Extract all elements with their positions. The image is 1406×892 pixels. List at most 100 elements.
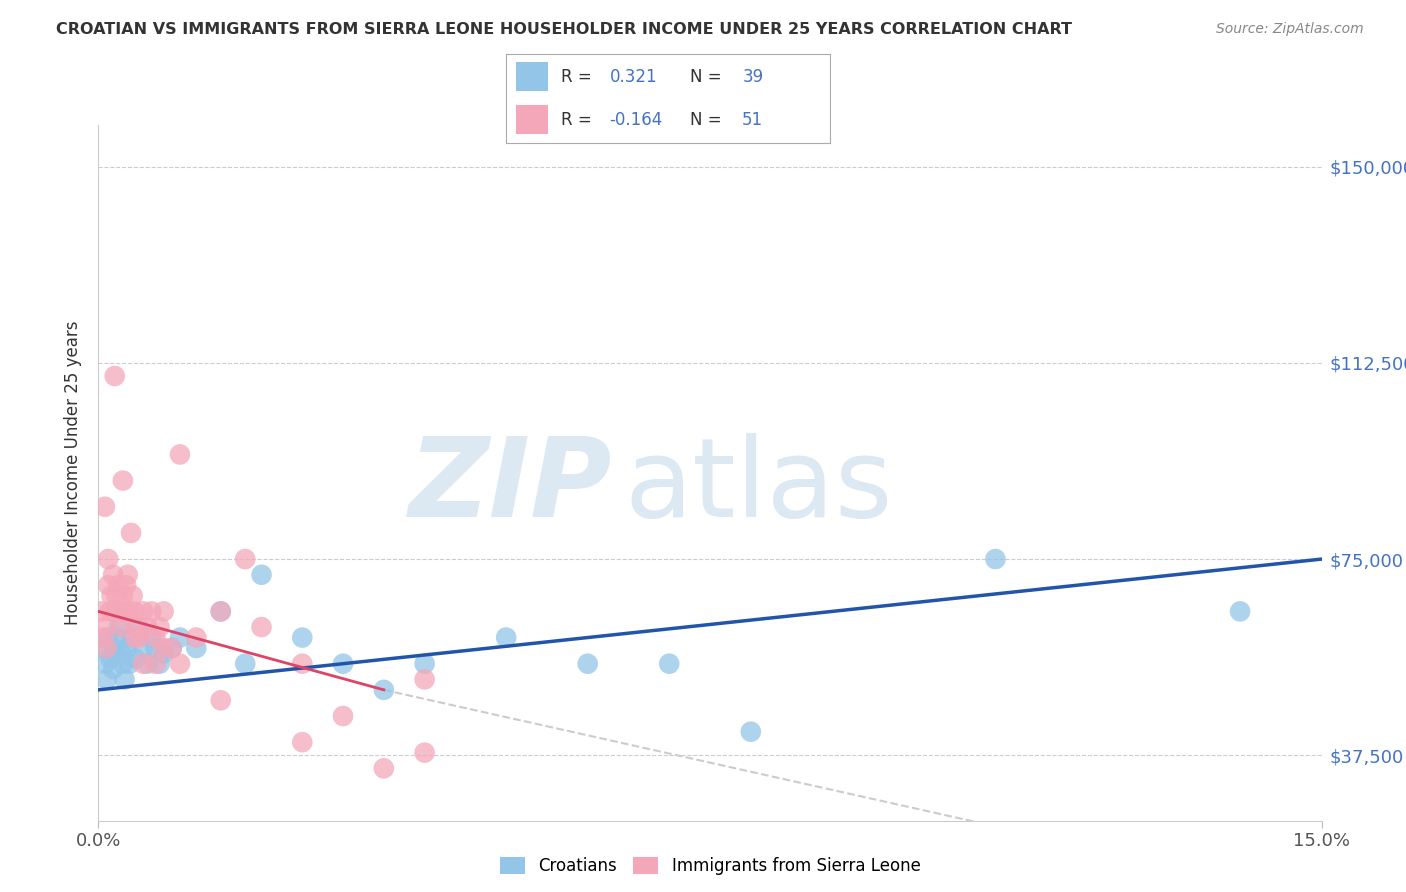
Bar	[516, 105, 548, 134]
Point	[108, 604, 131, 618]
Y-axis label: Householder Income Under 25 years: Householder Income Under 25 years	[65, 320, 83, 625]
Point	[105, 631, 128, 645]
Point	[111, 474, 134, 488]
Point	[132, 657, 155, 671]
Text: Source: ZipAtlas.com: Source: ZipAtlas.com	[1216, 22, 1364, 37]
Point	[136, 620, 159, 634]
Point	[136, 657, 159, 671]
Point	[209, 693, 232, 707]
Point	[91, 640, 114, 655]
Point	[233, 552, 256, 566]
Point	[145, 657, 167, 671]
Point	[111, 589, 134, 603]
Point	[104, 369, 127, 384]
Point	[209, 604, 232, 618]
Point	[740, 724, 762, 739]
Point	[97, 578, 120, 592]
Point	[107, 578, 129, 592]
Point	[108, 620, 131, 634]
Point	[98, 604, 121, 618]
Point	[97, 552, 120, 566]
Point	[114, 673, 136, 687]
Point	[115, 640, 138, 655]
Point	[332, 709, 354, 723]
Point	[118, 604, 141, 618]
Point	[169, 631, 191, 645]
Point	[152, 646, 174, 660]
Point	[495, 631, 517, 645]
Point	[233, 657, 256, 671]
Point	[291, 657, 314, 671]
Point	[984, 552, 1007, 566]
Point	[132, 640, 155, 655]
Point	[291, 631, 314, 645]
Point	[115, 578, 138, 592]
Point	[141, 604, 163, 618]
Point	[332, 657, 354, 671]
Point	[186, 631, 208, 645]
Point	[124, 651, 146, 665]
Text: 51: 51	[742, 111, 763, 128]
Point	[1229, 604, 1251, 618]
Text: CROATIAN VS IMMIGRANTS FROM SIERRA LEONE HOUSEHOLDER INCOME UNDER 25 YEARS CORRE: CROATIAN VS IMMIGRANTS FROM SIERRA LEONE…	[56, 22, 1073, 37]
Point	[94, 500, 117, 514]
Point	[101, 567, 124, 582]
Text: R =: R =	[561, 68, 598, 86]
Text: N =: N =	[690, 111, 727, 128]
Legend: Croatians, Immigrants from Sierra Leone: Croatians, Immigrants from Sierra Leone	[494, 850, 927, 882]
Point	[186, 640, 208, 655]
Point	[110, 646, 132, 660]
Text: 39: 39	[742, 68, 763, 86]
Text: -0.164: -0.164	[610, 111, 662, 128]
Point	[101, 662, 124, 676]
Point	[149, 657, 172, 671]
Point	[118, 657, 141, 671]
Point	[91, 631, 114, 645]
Text: 0.321: 0.321	[610, 68, 657, 86]
Text: ZIP: ZIP	[409, 434, 612, 541]
Point	[96, 640, 118, 655]
Point	[250, 620, 273, 634]
Point	[128, 620, 150, 634]
Point	[94, 657, 117, 671]
Point	[96, 673, 118, 687]
Point	[373, 682, 395, 697]
Point	[373, 761, 395, 775]
Point	[94, 620, 117, 634]
Point	[576, 657, 599, 671]
Point	[104, 604, 127, 618]
Point	[152, 640, 174, 655]
Point	[169, 447, 191, 461]
Point	[145, 640, 167, 655]
Point	[132, 604, 155, 618]
Text: N =: N =	[690, 68, 727, 86]
Text: R =: R =	[561, 111, 598, 128]
Point	[250, 567, 273, 582]
Point	[120, 631, 142, 645]
Point	[141, 631, 163, 645]
Point	[413, 673, 436, 687]
Point	[100, 651, 122, 665]
Point	[149, 620, 172, 634]
Point	[124, 631, 146, 645]
Point	[121, 589, 143, 603]
Point	[90, 604, 112, 618]
Point	[114, 604, 136, 618]
Point	[413, 657, 436, 671]
Point	[97, 631, 120, 645]
Point	[105, 589, 128, 603]
Point	[160, 640, 183, 655]
Bar	[516, 62, 548, 91]
Point	[291, 735, 314, 749]
Point	[104, 640, 127, 655]
Point	[124, 604, 146, 618]
Point	[100, 589, 122, 603]
Point	[160, 640, 183, 655]
Text: atlas: atlas	[624, 434, 893, 541]
Point	[125, 620, 148, 634]
Point	[169, 657, 191, 671]
Point	[413, 746, 436, 760]
Point	[120, 525, 142, 540]
Point	[111, 657, 134, 671]
Point	[658, 657, 681, 671]
